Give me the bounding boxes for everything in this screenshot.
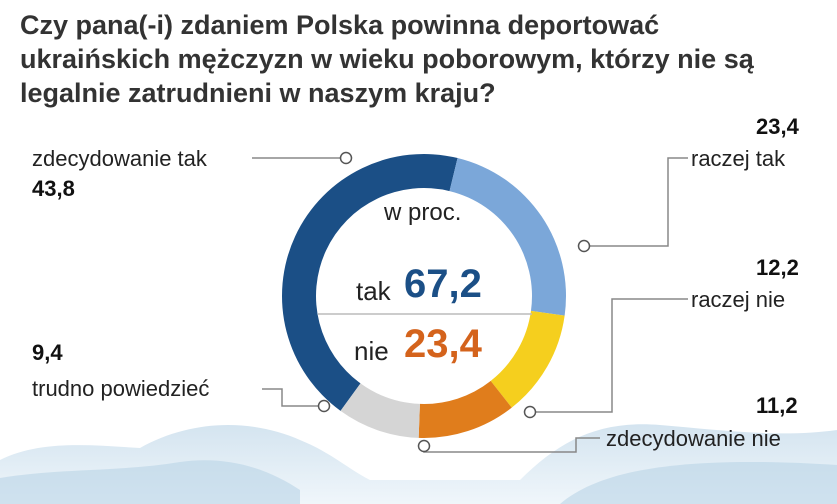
slice-value-zdecydowanie-tak: 43,8 (32, 176, 75, 201)
center-yes-value: 67,2 (404, 262, 482, 306)
donut-slice-zdecydowanie-nie (418, 380, 512, 438)
donut-slice-raczej-tak (449, 158, 566, 316)
connector-raczej-tak (584, 157, 688, 247)
center-unit-label: w proc. (384, 199, 462, 226)
connector-trudno-powiedzie (262, 388, 324, 407)
slice-value-raczej-nie: 12,2 (756, 255, 799, 280)
water-splash-decoration (0, 424, 837, 504)
slice-label-raczej-nie: raczej nie (691, 287, 786, 312)
donut-slice-trudno-powiedzie (340, 383, 420, 438)
slice-value-zdecydowanie-nie: 11,2 (756, 393, 798, 418)
title-line-3: legalnie zatrudnieni w naszym kraju? (20, 78, 496, 108)
connector-dot-trudno-powiedzie (317, 399, 331, 413)
donut-slice-raczej-nie (490, 310, 565, 408)
connector-dot-zdecydowanie-nie (417, 439, 431, 453)
donut-slice-zdecydowanie-tak (281, 154, 458, 411)
slice-label-trudno-powiedziec: trudno powiedzieć (32, 376, 210, 401)
connector-raczej-nie (530, 298, 688, 413)
center-yes-label: tak (356, 276, 391, 306)
slice-label-zdecydowanie-nie: zdecydowanie nie (606, 426, 781, 451)
connector-dot-raczej-tak (577, 239, 591, 253)
slice-value-raczej-tak: 23,4 (756, 114, 799, 139)
slice-label-zdecydowanie-tak: zdecydowanie tak (32, 146, 207, 171)
slice-label-raczej-tak: raczej tak (691, 146, 786, 171)
connector-dot-raczej-nie (523, 405, 537, 419)
title-line-2: ukraińskich mężczyzn w wieku poborowym, … (20, 44, 754, 74)
connector-dot-zdecydowanie-tak (339, 151, 353, 165)
center-no-label: nie (354, 336, 389, 366)
chart-title: Czy pana(-i) zdaniem Polska powinna depo… (20, 8, 820, 110)
donut-background (282, 154, 566, 438)
title-line-1: Czy pana(-i) zdaniem Polska powinna depo… (20, 10, 660, 40)
center-no-value: 23,4 (404, 322, 482, 366)
slice-value-trudno-powiedziec: 9,4 (32, 340, 63, 365)
